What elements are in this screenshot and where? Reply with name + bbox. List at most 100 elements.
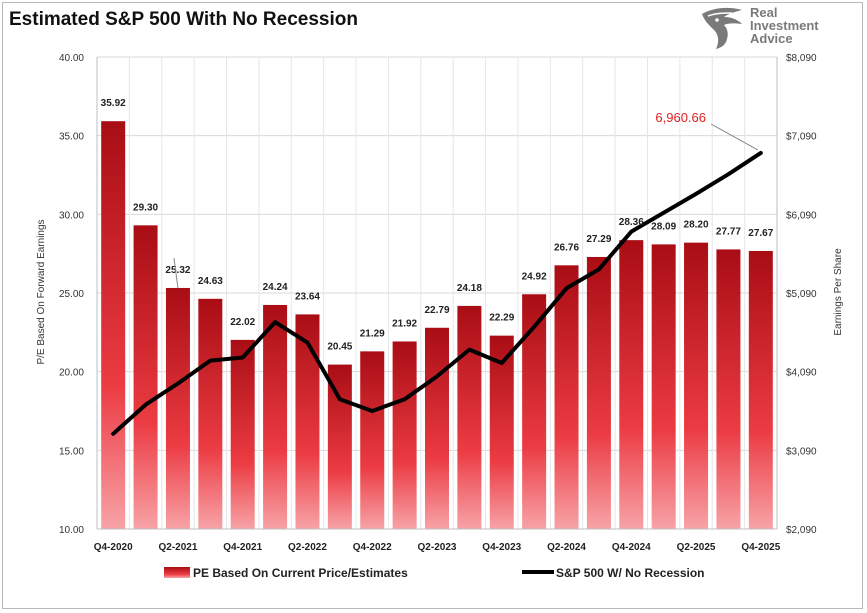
x-tick-label: Q2-2021 <box>158 542 197 553</box>
bar <box>425 327 449 529</box>
bar <box>651 244 676 529</box>
eagle-icon <box>702 7 742 49</box>
y2-tick-label: $7,090 <box>786 132 817 143</box>
y-axis-title: P/E Based On Forward Earnings <box>36 219 47 364</box>
bar-value-label: 25.32 <box>165 265 190 276</box>
sp500-point <box>144 403 148 407</box>
bar <box>392 341 417 529</box>
bar <box>327 364 352 529</box>
bar-value-label: 24.92 <box>522 271 547 282</box>
logo-text: Real Investment Advice <box>750 5 819 46</box>
x-tick-label: Q2-2022 <box>288 542 327 553</box>
chart-title: Estimated S&P 500 With No Recession <box>9 9 358 30</box>
bar-value-label: 29.30 <box>133 202 158 213</box>
bar <box>101 121 126 529</box>
bar-value-label: 24.24 <box>263 282 288 293</box>
x-tick-label: Q4-2022 <box>353 542 392 553</box>
bar-value-label: 28.36 <box>619 217 644 228</box>
bar-value-label: 27.29 <box>586 234 611 245</box>
annotation-leader-line <box>710 123 759 151</box>
sp500-point <box>597 267 601 271</box>
bar-value-label: 22.29 <box>489 313 514 324</box>
sp500-point <box>759 151 763 155</box>
y2-tick-label: $4,090 <box>786 368 817 379</box>
sp500-point <box>370 409 374 413</box>
bar <box>619 240 644 530</box>
x-tick-label: Q4-2024 <box>612 542 651 553</box>
bar <box>489 335 514 529</box>
bar <box>165 287 190 529</box>
bar-value-label: 22.79 <box>424 305 449 316</box>
legend: PE Based On Current Price/Estimates S&P … <box>164 566 705 580</box>
y-tick-label: 35.00 <box>59 132 84 143</box>
bar <box>748 250 773 529</box>
y-tick-label: 30.00 <box>59 210 84 221</box>
y2-tick-label: $3,090 <box>786 446 817 457</box>
x-tick-label: Q2-2023 <box>418 542 457 553</box>
bar-value-label: 24.18 <box>457 283 482 294</box>
legend-bar-swatch <box>164 567 190 578</box>
y-tick-label: 40.00 <box>59 53 84 64</box>
legend-line-label: S&P 500 W/ No Recession <box>556 566 705 580</box>
bar <box>716 249 741 529</box>
bar-value-label: 27.77 <box>716 226 741 237</box>
y-tick-label: 15.00 <box>59 446 84 457</box>
logo: Real Investment Advice <box>698 4 838 50</box>
sp500-point <box>111 432 115 436</box>
bar-value-label: 26.76 <box>554 242 579 253</box>
bar <box>457 305 482 529</box>
sp500-point <box>241 356 245 360</box>
sp500-point <box>565 286 569 290</box>
sp500-point <box>403 397 407 401</box>
y2-tick-label: $6,090 <box>786 210 817 221</box>
bar-value-label: 21.29 <box>360 328 385 339</box>
bar-value-label: 27.67 <box>748 228 773 239</box>
x-tick-label: Q4-2023 <box>482 542 521 553</box>
bar-value-label: 20.45 <box>327 342 352 353</box>
y-tick-label: 20.00 <box>59 368 84 379</box>
sp500-point <box>176 381 180 385</box>
sp500-point <box>694 192 698 196</box>
y2-tick-label: $2,090 <box>786 525 817 536</box>
sp500-point <box>629 230 633 234</box>
bar <box>133 225 158 529</box>
sp500-point <box>208 359 212 363</box>
sp500-point <box>338 397 342 401</box>
bar-value-label: 22.02 <box>230 317 255 328</box>
sp500-point <box>305 341 309 345</box>
bar <box>263 304 288 529</box>
bar-value-label: 23.64 <box>295 291 320 302</box>
bar-value-label: 28.20 <box>684 220 709 231</box>
label-leader-line <box>173 257 179 289</box>
x-tick-label: Q2-2024 <box>547 542 586 553</box>
x-tick-label: Q2-2025 <box>677 542 716 553</box>
sp500-point <box>467 348 471 352</box>
annotation-label: 6,960.66 <box>655 110 706 125</box>
y-tick-label: 25.00 <box>59 289 84 300</box>
bar-value-label: 21.92 <box>392 318 417 329</box>
y2-axis-title: Earnings Per Share <box>833 248 844 336</box>
bar <box>230 339 255 529</box>
sp500-point <box>532 325 536 329</box>
bar <box>684 242 709 530</box>
bar <box>198 298 223 529</box>
sp500-point <box>726 172 730 176</box>
bar <box>295 314 320 529</box>
y2-tick-label: $5,090 <box>786 289 817 300</box>
sp500-point <box>662 211 666 215</box>
y2-tick-label: $8,090 <box>786 53 817 64</box>
bar-value-label: 28.09 <box>651 221 676 232</box>
bar-value-label: 35.92 <box>101 98 126 109</box>
bar <box>360 351 385 529</box>
x-tick-label: Q4-2020 <box>94 542 133 553</box>
sp500-point <box>435 374 439 378</box>
sp500-point <box>500 361 504 365</box>
legend-bar-label: PE Based On Current Price/Estimates <box>193 566 408 580</box>
sp500-point <box>273 320 277 324</box>
bar <box>586 256 611 529</box>
bar-value-label: 24.63 <box>198 276 223 287</box>
x-tick-label: Q4-2025 <box>741 542 780 553</box>
y-tick-label: 10.00 <box>59 525 84 536</box>
